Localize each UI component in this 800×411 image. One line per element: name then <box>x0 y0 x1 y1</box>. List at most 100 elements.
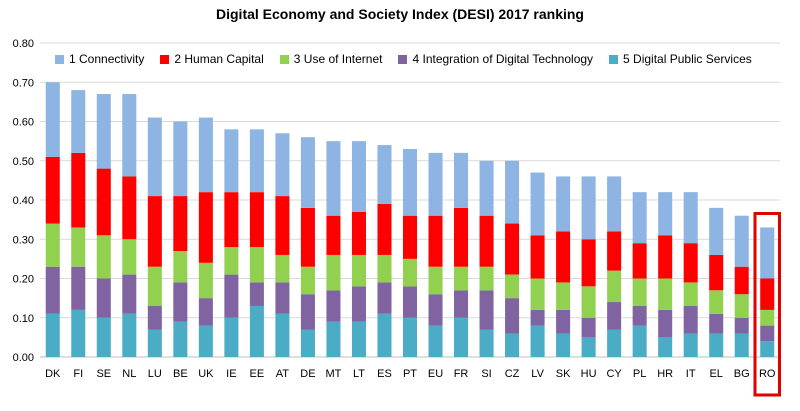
bar-segment <box>351 254 366 287</box>
bar-segment <box>709 333 724 357</box>
bar-segment <box>96 278 111 318</box>
bar-segment <box>530 235 545 279</box>
bar-segment <box>198 117 213 193</box>
bar-segment <box>428 294 443 326</box>
bar-segment <box>147 266 162 306</box>
bar-segment <box>505 298 520 334</box>
bar-segment <box>122 274 137 314</box>
bar-segment <box>734 333 749 357</box>
legend-entry: 3 Use of Internet <box>279 52 383 66</box>
bar-segment <box>45 223 60 267</box>
x-tick-label: BG <box>734 368 750 380</box>
x-tick-label: LV <box>531 368 544 380</box>
bar-segment <box>377 282 392 314</box>
bar-segment <box>428 325 443 357</box>
bar-segment <box>607 231 622 271</box>
x-tick-label: BE <box>173 368 188 380</box>
bar-segment <box>556 176 571 232</box>
x-tick-label: HU <box>581 368 597 380</box>
bar-segment <box>454 207 469 267</box>
bar-segment <box>147 117 162 197</box>
bar-segment <box>377 254 392 283</box>
x-tick-label: RO <box>759 368 776 380</box>
bar-segment <box>760 341 775 357</box>
bar-segment <box>351 211 366 255</box>
bar-segment <box>198 192 213 263</box>
legend-entry: 2 Human Capital <box>160 52 264 66</box>
bar-segment <box>71 152 86 228</box>
chart-legend: 1 Connectivity 2 Human Capital 3 Use of In… <box>55 52 768 66</box>
bar-segment <box>71 309 86 357</box>
x-tick-label: UK <box>198 368 214 380</box>
bar-segment <box>734 317 749 334</box>
x-tick-label: DE <box>300 368 315 380</box>
y-tick-label: 0.20 <box>13 274 34 286</box>
x-tick-label: MT <box>326 368 342 380</box>
legend-label: 3 Use of Internet <box>293 52 383 66</box>
bar-segment <box>402 286 418 318</box>
bar-segment <box>173 321 188 357</box>
bar-segment <box>505 333 520 357</box>
legend-entry: 5 Digital Public Services <box>609 52 752 66</box>
x-tick-label: IT <box>686 368 696 380</box>
bar-segment <box>402 215 418 259</box>
bar-segment <box>607 329 622 357</box>
x-tick-label: FR <box>454 368 469 380</box>
legend-swatch <box>55 54 64 64</box>
y-tick-label: 0.60 <box>13 117 34 129</box>
bar-segment <box>300 266 315 295</box>
bar-segment <box>122 239 137 275</box>
legend-label: 1 Connectivity <box>69 52 145 66</box>
bar-segment <box>173 251 188 283</box>
bar-segment <box>351 321 366 357</box>
bar-segment <box>224 129 239 193</box>
bar-segment <box>275 282 290 314</box>
legend-swatch <box>609 54 619 64</box>
bar-segment <box>709 207 724 255</box>
bar-segment <box>658 235 673 279</box>
bar-segment <box>556 231 571 283</box>
bar-segment <box>96 317 111 357</box>
x-tick-label: NL <box>122 368 136 380</box>
bar-segment <box>479 160 494 216</box>
bar-segment <box>147 196 162 267</box>
bar-segment <box>683 243 698 283</box>
y-tick-label: 0.30 <box>13 234 34 246</box>
bar-segment <box>632 278 647 306</box>
y-tick-label: 0.80 <box>13 38 34 50</box>
bar-segment <box>734 294 749 318</box>
x-tick-label: SI <box>481 368 491 380</box>
bar-segment <box>249 247 264 283</box>
bar-segment <box>632 305 647 326</box>
x-tick-label: IE <box>226 368 236 380</box>
bar-segment <box>326 215 341 255</box>
bar-segment <box>122 94 137 177</box>
y-tick-label: 0.50 <box>13 156 34 168</box>
bar-segment <box>377 145 392 204</box>
bar-segment <box>607 176 622 232</box>
bar-segment <box>326 321 341 357</box>
legend-label: 5 Digital Public Services <box>623 52 752 66</box>
bar-segment <box>173 282 188 322</box>
bar-segment <box>45 82 60 157</box>
bar-segment <box>377 313 392 357</box>
bar-segment <box>505 160 520 224</box>
bar-segment <box>632 192 647 244</box>
x-tick-label: SK <box>556 368 571 380</box>
bar-segment <box>224 317 239 357</box>
x-tick-label: EL <box>709 368 722 380</box>
legend-label: 4 Integration of Digital Technology <box>412 52 594 66</box>
bar-segment <box>505 274 520 299</box>
bar-segment <box>581 239 596 287</box>
highlight-box <box>753 211 781 397</box>
bar-segment <box>581 176 596 240</box>
bar-segment <box>479 215 494 267</box>
bar-segment <box>658 278 673 310</box>
bar-segment <box>300 294 315 330</box>
bar-segment <box>556 309 571 334</box>
bar-segment <box>96 235 111 279</box>
y-tick-label: 0.40 <box>13 195 34 207</box>
bar-segment <box>683 305 698 334</box>
bar-segment <box>198 262 213 299</box>
